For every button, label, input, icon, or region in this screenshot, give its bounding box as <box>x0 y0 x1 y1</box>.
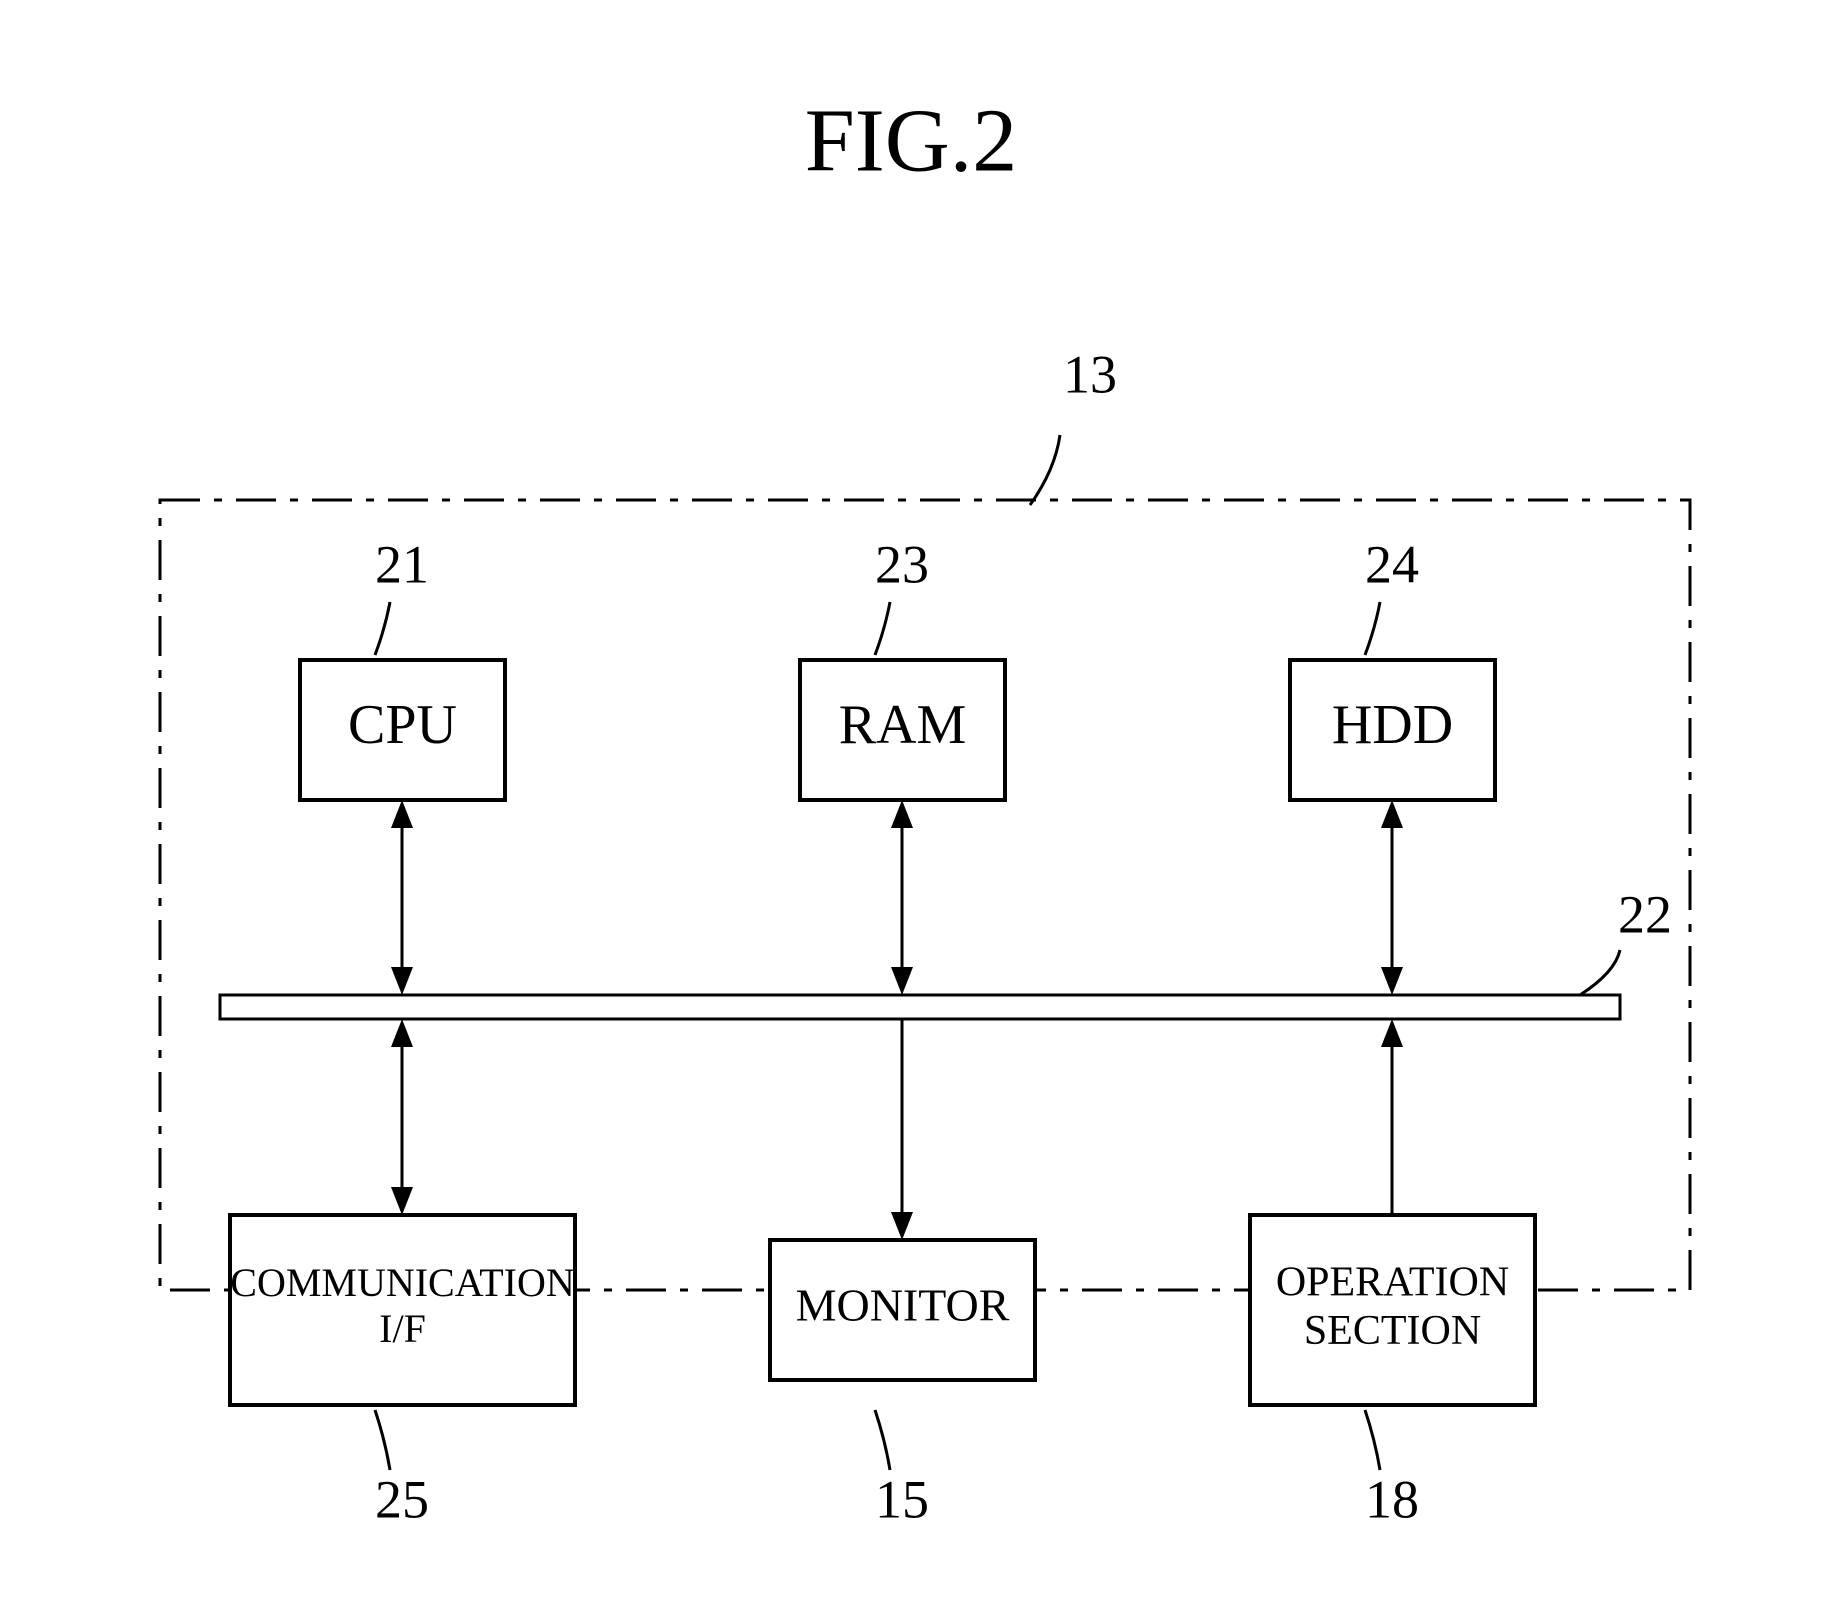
block-monitor-label-0: MONITOR <box>796 1280 1010 1331</box>
bus-refnum: 22 <box>1618 884 1672 944</box>
block-opsec-label-1: SECTION <box>1304 1308 1481 1354</box>
block-opsec-label-0: OPERATION <box>1276 1259 1509 1305</box>
block-opsec-refnum: 18 <box>1365 1469 1419 1529</box>
figure-title: FIG.2 <box>805 92 1018 191</box>
block-cpu-label-0: CPU <box>348 694 457 756</box>
block-cpu-refnum: 21 <box>375 534 429 594</box>
block-commif-label-1: I/F <box>379 1306 426 1351</box>
block-monitor-refnum: 15 <box>875 1469 929 1529</box>
container-refnum: 13 <box>1063 344 1117 404</box>
figure-root: FIG.213132222CPU21RAM23HDD24COMMUNICATIO… <box>0 0 1822 1619</box>
block-ram-label-0: RAM <box>839 694 967 756</box>
block-ram-refnum: 23 <box>875 534 929 594</box>
block-hdd-refnum: 24 <box>1365 534 1419 594</box>
block-commif-refnum: 25 <box>375 1469 429 1529</box>
block-hdd-label-0: HDD <box>1332 694 1453 756</box>
bus-bar: 22 <box>220 995 1620 1019</box>
block-commif-label-0: COMMUNICATION <box>230 1260 574 1305</box>
